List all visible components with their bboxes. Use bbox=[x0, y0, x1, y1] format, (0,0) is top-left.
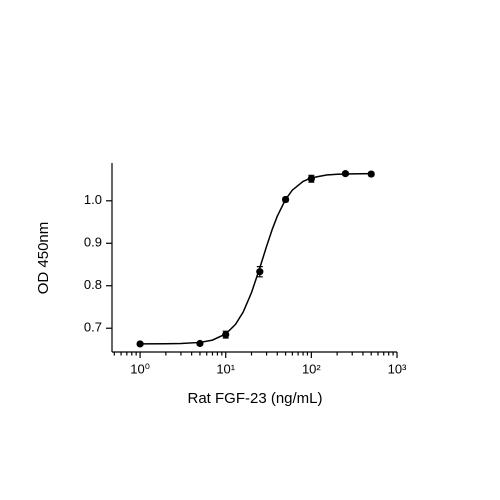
y-axis-title: OD 450nm bbox=[35, 222, 52, 295]
x-axis-title: Rat FGF-23 (ng/mL) bbox=[187, 390, 322, 407]
y-tick-label: 0.9 bbox=[84, 235, 102, 250]
x-tick-label: 10² bbox=[302, 361, 321, 376]
data-point bbox=[196, 339, 204, 348]
x-tick-label: 10¹ bbox=[216, 361, 235, 376]
x-tick-label: 10³ bbox=[388, 361, 407, 376]
fit-curve bbox=[140, 172, 372, 345]
y-tick-label: 0.7 bbox=[84, 320, 102, 335]
x-tick-label: 10⁰ bbox=[130, 361, 150, 376]
y-tick-label: 1.0 bbox=[84, 192, 102, 207]
y-tick-label: 0.8 bbox=[84, 277, 102, 292]
